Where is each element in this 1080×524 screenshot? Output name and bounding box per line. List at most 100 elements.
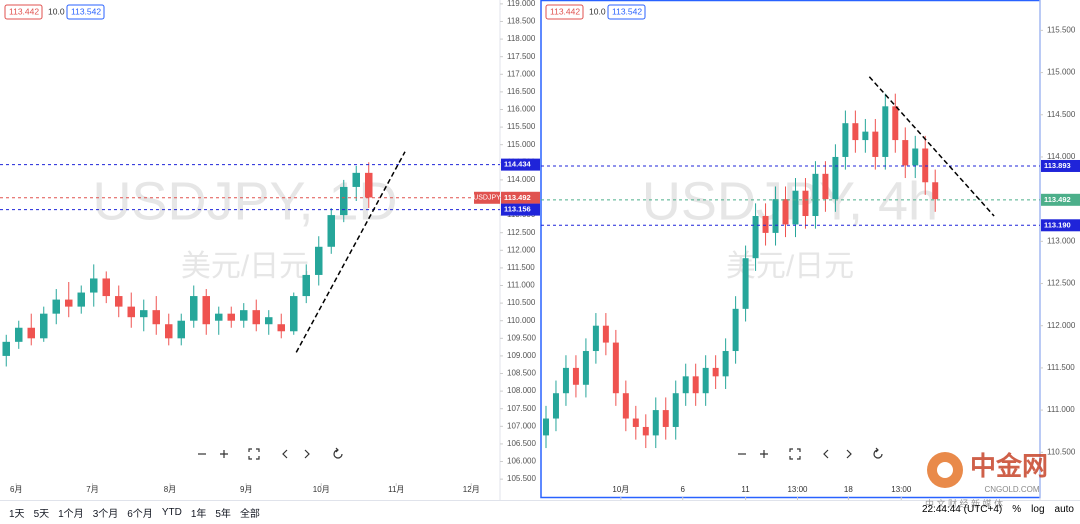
candle-body xyxy=(552,393,559,419)
candle-body xyxy=(140,310,148,318)
candle-body xyxy=(102,278,110,297)
candle-body xyxy=(792,190,799,225)
legend-value: 10.0 xyxy=(589,6,606,16)
y-tick-label: 106.500 xyxy=(507,439,536,448)
candle-body xyxy=(15,327,23,342)
y-tick-label: 109.000 xyxy=(507,351,536,360)
candle-body xyxy=(842,123,849,157)
y-tick-label: 107.500 xyxy=(507,404,536,413)
candle-body xyxy=(612,342,619,394)
axis-option[interactable]: auto xyxy=(1054,504,1074,515)
range-button[interactable]: YTD xyxy=(161,507,182,518)
x-tick-label: 6月 xyxy=(10,485,22,494)
range-button[interactable]: 5天 xyxy=(33,509,50,520)
axis-option[interactable]: % xyxy=(1012,504,1022,515)
y-tick-label: 115.500 xyxy=(507,122,536,131)
candle-body xyxy=(872,131,879,157)
price-label: 113.492 xyxy=(504,193,531,202)
candle-body xyxy=(742,258,749,309)
candle-body xyxy=(642,426,649,436)
nav-button[interactable] xyxy=(873,447,883,459)
symbol-tag: USDJPY xyxy=(473,195,501,202)
clock: 22:44:44 (UTC+4) xyxy=(921,504,1003,515)
y-tick-label: 108.000 xyxy=(507,386,536,395)
y-tick-label: 105.500 xyxy=(507,474,536,483)
range-button[interactable]: 5年 xyxy=(215,509,231,520)
y-tick-label: 112.000 xyxy=(507,245,536,254)
range-button[interactable]: 6个月 xyxy=(127,509,153,520)
candle-body xyxy=(240,310,248,321)
candle-body xyxy=(542,418,549,436)
legend-box xyxy=(545,4,584,20)
candle-body xyxy=(832,156,839,200)
y-tick-label: 117.500 xyxy=(507,52,536,61)
candle-body xyxy=(562,367,569,394)
candle-body xyxy=(252,310,260,325)
candle-body xyxy=(712,367,719,377)
candle-body xyxy=(662,410,669,427)
price-label: 113.492 xyxy=(1044,195,1071,204)
candle-body xyxy=(812,173,819,217)
candle-body xyxy=(215,313,223,321)
price-label-box xyxy=(501,191,540,204)
candle-body xyxy=(227,313,235,321)
logo-name: 中金网 xyxy=(970,451,1048,481)
nav-button[interactable] xyxy=(282,449,288,459)
candle-body xyxy=(52,299,60,314)
legend-value: 113.442 xyxy=(550,6,580,16)
range-button[interactable]: 1年 xyxy=(190,509,207,520)
x-tick-label: 7月 xyxy=(86,485,98,494)
candle-body xyxy=(632,418,639,427)
candle-body xyxy=(932,182,939,200)
range-button[interactable]: 3个月 xyxy=(92,509,119,520)
x-tick-label: 9月 xyxy=(240,485,252,494)
candle-body xyxy=(40,313,48,339)
y-tick-label: 115.000 xyxy=(1047,68,1076,77)
nav-button[interactable] xyxy=(846,449,852,459)
range-button[interactable]: 全部 xyxy=(239,509,260,520)
y-tick-label: 116.500 xyxy=(507,87,536,96)
candle-body xyxy=(852,123,859,141)
axis-option[interactable]: log xyxy=(1031,504,1045,515)
x-tick-label: 12月 xyxy=(463,485,480,494)
candle-body xyxy=(622,393,629,419)
x-tick-label: 18 xyxy=(844,485,853,494)
y-tick-label: 110.000 xyxy=(507,316,536,325)
nav-button[interactable] xyxy=(304,449,310,459)
nav-button[interactable] xyxy=(220,450,228,458)
nav-button[interactable] xyxy=(248,448,260,460)
nav-icon xyxy=(282,449,288,459)
candle-body xyxy=(702,367,709,394)
y-tick-label: 111.500 xyxy=(507,263,535,272)
x-tick-label: 10月 xyxy=(313,485,330,494)
candle-body xyxy=(290,296,298,332)
logo-tagline: 中 文 财 经 新 媒 体 xyxy=(925,499,1004,509)
x-tick-label: 8月 xyxy=(164,485,176,494)
nav-button[interactable] xyxy=(760,450,768,458)
trendline xyxy=(295,151,406,353)
nav-icon xyxy=(248,448,260,460)
candle-body xyxy=(2,341,10,356)
nav-button[interactable] xyxy=(823,449,829,459)
legend-value: 113.442 xyxy=(9,6,39,16)
candle-body xyxy=(27,327,35,339)
range-button[interactable]: 1个月 xyxy=(58,509,84,520)
candle-body xyxy=(302,274,310,297)
candle-body xyxy=(115,296,123,307)
y-tick-label: 112.500 xyxy=(1047,279,1076,288)
nav-button[interactable] xyxy=(789,448,801,460)
price-label: 113.893 xyxy=(1044,161,1071,170)
nav-button[interactable] xyxy=(333,447,343,459)
candle-body xyxy=(265,317,273,325)
candle-body xyxy=(315,246,323,275)
range-button[interactable]: 1天 xyxy=(9,509,25,520)
candle-body xyxy=(127,306,135,318)
candle-body xyxy=(902,140,909,166)
candle-body xyxy=(77,292,85,307)
y-tick-label: 118.500 xyxy=(507,17,536,26)
price-label-box xyxy=(501,158,540,171)
candle-body xyxy=(90,278,98,293)
candle-body xyxy=(277,324,285,332)
y-tick-label: 118.000 xyxy=(507,34,536,43)
toolbar: 1天 5天 1个月 3个月 6个月 YTD 1年 5年 全部 中 文 财 经 新 媒 体 xyxy=(0,499,1080,524)
